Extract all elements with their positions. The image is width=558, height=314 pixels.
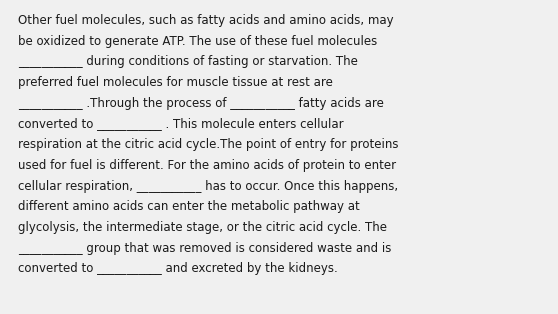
Text: Other fuel molecules, such as fatty acids and amino acids, may: Other fuel molecules, such as fatty acid… (18, 14, 393, 27)
Text: be oxidized to generate ATP. The use of these fuel molecules: be oxidized to generate ATP. The use of … (18, 35, 377, 48)
Text: converted to ___________ . This molecule enters cellular: converted to ___________ . This molecule… (18, 117, 344, 131)
Text: glycolysis, the intermediate stage, or the citric acid cycle. The: glycolysis, the intermediate stage, or t… (18, 221, 387, 234)
Text: used for fuel is different. For the amino acids of protein to enter: used for fuel is different. For the amin… (18, 159, 396, 172)
Text: cellular respiration, ___________ has to occur. Once this happens,: cellular respiration, ___________ has to… (18, 180, 398, 192)
Text: ___________ group that was removed is considered waste and is: ___________ group that was removed is co… (18, 242, 391, 255)
Text: respiration at the citric acid cycle.The point of entry for proteins: respiration at the citric acid cycle.The… (18, 138, 398, 151)
Text: ___________ .Through the process of ___________ fatty acids are: ___________ .Through the process of ____… (18, 97, 384, 110)
Text: preferred fuel molecules for muscle tissue at rest are: preferred fuel molecules for muscle tiss… (18, 76, 333, 89)
Text: converted to ___________ and excreted by the kidneys.: converted to ___________ and excreted by… (18, 263, 338, 275)
Text: different amino acids can enter the metabolic pathway at: different amino acids can enter the meta… (18, 200, 360, 213)
Text: ___________ during conditions of fasting or starvation. The: ___________ during conditions of fasting… (18, 55, 358, 68)
